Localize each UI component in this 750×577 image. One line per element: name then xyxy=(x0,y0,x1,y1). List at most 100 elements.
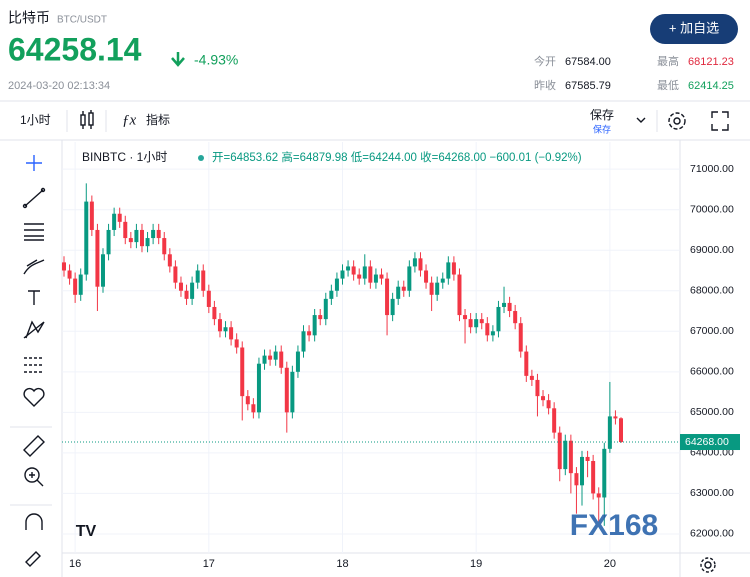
stat-label: 昨收 xyxy=(534,78,556,92)
candle-body xyxy=(435,282,440,295)
candle-body xyxy=(195,270,200,283)
candle-body xyxy=(67,270,72,279)
fullscreen-icon[interactable] xyxy=(711,111,729,131)
pair: BTC/USDT xyxy=(57,15,107,26)
candle-body xyxy=(485,323,490,336)
candle-body xyxy=(145,238,150,247)
plot xyxy=(62,142,680,553)
candle-body xyxy=(100,254,105,287)
candle-body xyxy=(162,238,167,255)
stat-label: 最低 xyxy=(657,79,679,92)
candle-body xyxy=(340,270,345,279)
candle-body xyxy=(139,229,144,247)
candle-body xyxy=(585,456,590,461)
candle-body xyxy=(134,229,139,243)
candle-body xyxy=(596,493,601,498)
stat-value: 68121.23 xyxy=(688,56,734,68)
candle-body xyxy=(385,278,390,316)
indicators[interactable]: 指标 xyxy=(146,112,170,127)
candle-body xyxy=(513,311,518,324)
candle-body xyxy=(440,278,445,283)
candle-body xyxy=(295,351,300,372)
candle-body xyxy=(535,379,540,397)
save[interactable]: 保存 xyxy=(590,108,614,122)
candle-body xyxy=(251,404,256,413)
candle-body xyxy=(156,229,161,239)
candle-body xyxy=(401,286,406,291)
candle-body xyxy=(346,266,351,271)
candle-body xyxy=(546,400,551,409)
add-watchlist-button[interactable]: + 加自选 xyxy=(650,14,738,44)
candle-icon[interactable] xyxy=(80,110,94,129)
candle-body xyxy=(563,440,568,470)
candle-body xyxy=(334,278,339,291)
candle-body xyxy=(201,270,206,291)
candle-body xyxy=(62,262,66,271)
candle-body xyxy=(329,290,334,299)
candle-body xyxy=(407,266,412,291)
candle-body xyxy=(368,266,373,283)
y-tick-label: 69000.00 xyxy=(690,244,734,256)
candle-body xyxy=(240,347,245,397)
candle-body xyxy=(89,201,94,230)
candle-body xyxy=(607,416,612,449)
interval[interactable]: 1小时 xyxy=(20,113,51,127)
y-tick-label: 71000.00 xyxy=(690,163,734,175)
status-dot xyxy=(198,155,204,161)
candle-body xyxy=(379,274,384,279)
candle-body xyxy=(574,473,579,486)
y-tick-label: 63000.00 xyxy=(690,487,734,499)
candle-body xyxy=(463,315,468,320)
stat-label: 今开 xyxy=(534,54,556,68)
candle-body xyxy=(217,319,222,332)
candle-body xyxy=(190,282,195,299)
candle-body xyxy=(602,448,607,498)
down-arrow xyxy=(171,52,185,67)
candle-body xyxy=(496,306,501,332)
price: 64258.14 xyxy=(8,31,142,67)
candle-body xyxy=(206,290,211,307)
candle-body xyxy=(451,262,456,275)
settings-icon[interactable] xyxy=(668,112,686,130)
candle-body xyxy=(279,351,284,368)
axis-settings[interactable] xyxy=(700,557,716,573)
stat-value: 62414.25 xyxy=(688,80,734,92)
chevron[interactable] xyxy=(636,117,646,123)
candle-body xyxy=(580,456,585,486)
candle-body xyxy=(268,355,273,360)
candle-body xyxy=(390,298,395,316)
candle-body xyxy=(73,278,78,295)
candle-body xyxy=(529,375,534,380)
last-price-box xyxy=(680,434,740,451)
candle-body xyxy=(502,302,507,307)
candle-body xyxy=(541,396,546,401)
candle-body xyxy=(357,274,362,279)
coin-name: 比特币 xyxy=(8,10,50,26)
x-tick-label: 20 xyxy=(604,558,616,570)
candle-body xyxy=(524,351,529,376)
candle-body xyxy=(396,286,401,299)
candle-body xyxy=(418,258,423,271)
candle-body xyxy=(457,274,462,316)
y-tick-label: 70000.00 xyxy=(690,203,734,215)
candle-body xyxy=(151,229,156,239)
candle-body xyxy=(412,258,417,267)
candle-body xyxy=(84,201,89,275)
tv-logo: TV xyxy=(76,523,97,540)
last-price-label: 64268.00 xyxy=(685,436,729,448)
x-tick-label: 16 xyxy=(69,558,81,570)
candle-body xyxy=(318,315,323,320)
candle-body xyxy=(106,229,111,255)
candle-body xyxy=(212,306,217,320)
x-tick-label: 19 xyxy=(470,558,482,570)
candle-body xyxy=(591,460,596,494)
candle-body xyxy=(95,229,100,287)
candle-body xyxy=(552,408,557,433)
candle-body xyxy=(112,213,117,230)
drawing-tools[interactable] xyxy=(22,155,46,567)
candle-body xyxy=(507,302,512,312)
candle-body xyxy=(184,290,189,299)
button-label: + 加自选 xyxy=(669,20,719,35)
y-tick-label: 68000.00 xyxy=(690,285,734,297)
